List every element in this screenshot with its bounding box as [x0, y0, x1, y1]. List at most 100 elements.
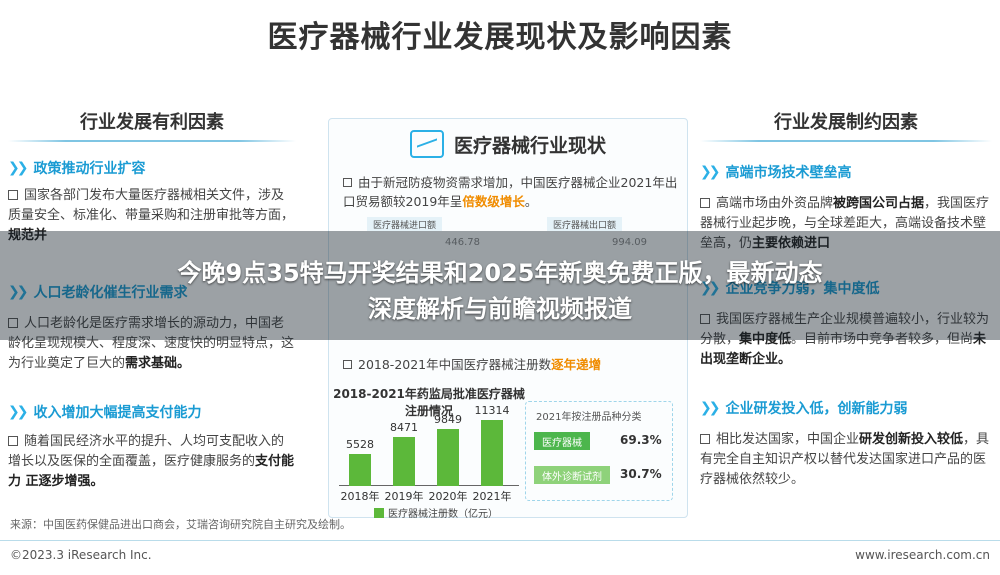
- favorable-factors-heading: 行业发展有利因素: [80, 112, 224, 133]
- section-competition: ❯❯ 企业竞争力弱，集中度低: [700, 278, 879, 298]
- bar-value-label: 8471: [390, 421, 418, 434]
- headline-line-2[interactable]: 深度解析与前瞻视频报道: [368, 295, 632, 323]
- section-title: 高端市场技术壁垒高: [725, 165, 852, 181]
- bar-2021年: [481, 420, 503, 486]
- category-breakdown: 2021年按注册品种分类 医疗器械 69.3% 体外诊断试剂 30.7%: [525, 401, 673, 501]
- text: ，我国医疗器械行业起步晚，与全球差距大，高端设备技术壁垒高，仍: [700, 196, 990, 251]
- constraint-factors-heading: 行业发展制约因素: [774, 112, 918, 133]
- chart-title: 2018-2021年药监局批准医疗器械注册情况: [333, 387, 525, 418]
- bar-2019年: [393, 437, 415, 486]
- checkbox-icon: [8, 190, 18, 200]
- checkbox-icon: [343, 360, 352, 369]
- bold-text: 支付能力 正逐步增强。: [8, 454, 295, 489]
- footer-divider: [0, 540, 1000, 541]
- status-header: 医疗器械行业现状: [329, 119, 687, 169]
- checkbox-icon: [700, 198, 710, 208]
- section-text: 随着国民经济水平的提升、人均可支配收入的增长以及医保的全面覆盖，医疗健康服务的支…: [8, 432, 296, 492]
- category-title: 2021年按注册品种分类: [536, 412, 642, 423]
- export-value: 994.09: [612, 237, 647, 248]
- favorable-factors-panel: 行业发展有利因素 ❯❯ 政策推动行业扩容 国家各部门发布大量医疗器械相关文件，涉…: [8, 100, 296, 520]
- site-url: www.iresearch.com.cn: [855, 548, 990, 562]
- checkbox-icon: [700, 434, 710, 444]
- bold-text: 未出现垄断企业。: [700, 332, 987, 367]
- section-text: 相比发达国家，中国企业研发创新投入较低，具有完全自主知识产权以替代发达国家进口产…: [700, 430, 992, 490]
- text: 。: [524, 194, 538, 209]
- section-income: ❯❯ 收入增加大幅提高支付能力: [8, 402, 201, 422]
- category-devices: 医疗器械: [534, 432, 590, 450]
- x-tick-label: 2018年: [340, 490, 380, 503]
- legend-swatch: [374, 507, 384, 518]
- checkbox-icon: [8, 436, 18, 446]
- copyright: ©2023.3 iResearch Inc.: [10, 548, 152, 562]
- text: 2018-2021年中国医疗器械注册数: [358, 357, 552, 372]
- registration-bar-chart: 5528 2018年 8471 2019年 9849 2020年 11314 2021年: [339, 399, 529, 504]
- section-title: 政策推动行业扩容: [33, 161, 146, 177]
- divider: [700, 140, 992, 142]
- trade-table: 医疗器械进口额 医疗器械出口额 446.78 994.09: [347, 217, 667, 257]
- section-title: 企业竞争力弱，集中度低: [725, 281, 880, 297]
- status-heading: 医疗器械行业现状: [453, 134, 606, 157]
- import-header: 医疗器械进口额: [367, 217, 443, 231]
- status-text-1: 由于新冠防疫物资需求增加，中国医疗器械企业2021年出口贸易额较2019年呈倍数…: [343, 173, 678, 211]
- bold-text: 需求基础。: [125, 356, 191, 371]
- chevron-icon: ❯❯: [8, 284, 29, 300]
- bold-text: 规范并: [8, 228, 48, 243]
- bold-text: 集中度低: [739, 332, 792, 347]
- category-ivd: 体外诊断试剂: [534, 466, 610, 484]
- chevron-icon: ❯❯: [8, 160, 29, 176]
- headline-overlay[interactable]: 今晚9点35特马开奖结果和2025年新奥免费正版，最新动态 深度解析与前瞻视频报…: [0, 231, 1000, 340]
- source-note: 来源：中国医药保健品进出口商会，艾瑞咨询研究院自主研究及绘制。: [10, 518, 351, 531]
- section-text: 人口老龄化是医疗需求增长的源动力，中国老龄化呈现规模大、程度深、速度快的明显特点…: [8, 314, 296, 374]
- text: ，具有完全自主知识产权以替代发达国家进口产品的医疗器械依然较少。: [700, 432, 990, 487]
- bar-2018年: [349, 454, 371, 486]
- x-tick-label: 2020年: [428, 490, 468, 503]
- chevron-icon: ❯❯: [700, 280, 721, 296]
- checkbox-icon: [8, 318, 18, 328]
- section-aging: ❯❯ 人口老龄化催生行业需求: [8, 282, 187, 302]
- text: 国家各部门发布大量医疗器械相关文件，涉及质量安全、标准化、带量采购和注册审批等方…: [8, 188, 295, 223]
- checkbox-icon: [700, 314, 710, 324]
- bold-text: 被跨国公司占据: [833, 196, 925, 211]
- section-tech-barrier: ❯❯ 高端市场技术壁垒高: [700, 162, 851, 182]
- bar-value-label: 5528: [346, 438, 374, 451]
- bold-text: 主要依赖进口: [752, 236, 831, 251]
- section-text: 国家各部门发布大量医疗器械相关文件，涉及质量安全、标准化、带量采购和注册审批等方…: [8, 186, 296, 246]
- headline-line-1[interactable]: 今晚9点35特马开奖结果和2025年新奥免费正版，最新动态: [177, 259, 823, 287]
- constraint-factors-panel: 行业发展制约因素 ❯❯ 高端市场技术壁垒高 高端市场由外资品牌被跨国公司占据，我…: [700, 100, 992, 520]
- category-devices-pct: 69.3%: [620, 433, 662, 447]
- chart-legend: 医疗器械注册数（亿元）: [374, 505, 498, 520]
- bar-value-label: 9849: [434, 413, 462, 426]
- legend-label: 医疗器械注册数（亿元）: [388, 509, 498, 520]
- section-title: 人口老龄化催生行业需求: [33, 285, 188, 301]
- highlight-text: 倍数级增长: [462, 194, 525, 209]
- text: 由于新冠防疫物资需求增加，中国医疗器械企业2021年出口贸易额较2019年呈: [343, 175, 678, 209]
- highlight-text: 逐年递增: [551, 357, 602, 372]
- export-header: 医疗器械出口额: [547, 217, 623, 231]
- section-policy: ❯❯ 政策推动行业扩容: [8, 158, 145, 178]
- bar-2020年: [437, 429, 459, 486]
- text: 我国医疗器械生产企业规模普遍较小，行业较为分散，: [700, 312, 990, 347]
- text: 高端市场由外资品牌: [716, 196, 834, 211]
- x-tick-label: 2019年: [384, 490, 424, 503]
- section-rnd: ❯❯ 企业研发投入低，创新能力弱: [700, 398, 907, 418]
- bold-text: 研发创新投入较低: [859, 432, 964, 447]
- x-axis: [339, 485, 519, 486]
- x-tick-label: 2021年: [472, 490, 512, 503]
- chevron-icon: ❯❯: [700, 400, 721, 416]
- chart-line-icon: [409, 130, 444, 158]
- text: 人口老龄化是医疗需求增长的源动力，中国老龄化呈现规模大、程度深、速度快的明显特点…: [8, 316, 295, 371]
- chevron-icon: ❯❯: [8, 404, 29, 420]
- text: 相比发达国家，中国企业: [716, 432, 860, 447]
- import-value: 446.78: [445, 237, 480, 248]
- bar-value-label: 11314: [474, 404, 510, 417]
- section-title: 企业研发投入低，创新能力弱: [725, 401, 908, 417]
- text: 。目前市场中竞争者较多，但尚: [791, 332, 974, 347]
- chevron-icon: ❯❯: [700, 164, 721, 180]
- checkbox-icon: [343, 178, 352, 187]
- page-title: 医疗器械行业发展现状及影响因素: [267, 20, 733, 55]
- section-title: 收入增加大幅提高支付能力: [33, 405, 202, 421]
- section-text: 我国医疗器械生产企业规模普遍较小，行业较为分散，集中度低。目前市场中竞争者较多，…: [700, 310, 992, 370]
- text: 随着国民经济水平的提升、人均可支配收入的增长以及医保的全面覆盖，医疗健康服务的: [8, 434, 285, 469]
- divider: [8, 140, 296, 142]
- section-text: 高端市场由外资品牌被跨国公司占据，我国医疗器械行业起步晚，与全球差距大，高端设备…: [700, 194, 992, 254]
